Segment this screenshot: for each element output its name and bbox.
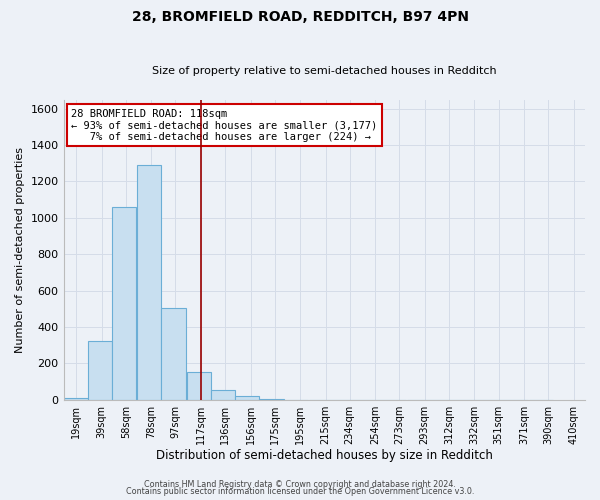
Bar: [187, 372, 211, 400]
Text: Contains HM Land Registry data © Crown copyright and database right 2024.: Contains HM Land Registry data © Crown c…: [144, 480, 456, 489]
Bar: [112, 207, 136, 400]
Bar: [235, 396, 259, 400]
Text: 28 BROMFIELD ROAD: 118sqm
← 93% of semi-detached houses are smaller (3,177)
   7: 28 BROMFIELD ROAD: 118sqm ← 93% of semi-…: [71, 108, 377, 142]
Y-axis label: Number of semi-detached properties: Number of semi-detached properties: [15, 146, 25, 352]
Bar: [161, 308, 185, 400]
Bar: [211, 390, 235, 400]
Bar: [64, 398, 88, 400]
X-axis label: Distribution of semi-detached houses by size in Redditch: Distribution of semi-detached houses by …: [156, 450, 493, 462]
Text: Contains public sector information licensed under the Open Government Licence v3: Contains public sector information licen…: [126, 487, 474, 496]
Title: Size of property relative to semi-detached houses in Redditch: Size of property relative to semi-detach…: [152, 66, 497, 76]
Bar: [137, 165, 161, 400]
Bar: [259, 399, 284, 400]
Text: 28, BROMFIELD ROAD, REDDITCH, B97 4PN: 28, BROMFIELD ROAD, REDDITCH, B97 4PN: [131, 10, 469, 24]
Bar: [88, 340, 112, 400]
